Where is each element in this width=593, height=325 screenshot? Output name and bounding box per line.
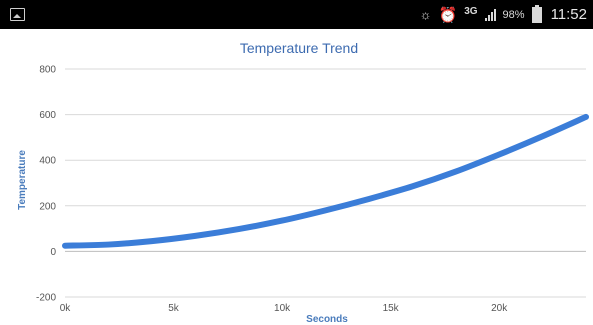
grid-lines (65, 68, 586, 298)
x-tick-label: 15k (383, 303, 400, 314)
status-icons: ☼ ⏰ 3G 98% 11:52 (420, 0, 587, 29)
temperature-series-line (62, 113, 589, 249)
x-tick-label: 10k (274, 303, 291, 314)
x-tick-label: 0k (60, 303, 72, 314)
x-axis-label: Seconds (306, 314, 348, 325)
alarm-icon: ⏰ (438, 6, 458, 24)
network-type-label: 3G (464, 6, 478, 17)
x-tick-label: 20k (491, 303, 508, 314)
picture-icon (10, 8, 25, 21)
y-tick-labels: -200 0 200 400 600 800 (36, 65, 56, 304)
series-layer (62, 113, 589, 249)
x-tick-labels: 0k 5k 10k 15k 20k (60, 303, 509, 314)
y-tick-label: 0 (50, 247, 56, 258)
status-bar: ☼ ⏰ 3G 98% 11:52 (0, 0, 593, 29)
battery-icon (531, 4, 542, 23)
signal-icon (484, 8, 496, 21)
clock-time: 11:52 (550, 6, 587, 23)
y-tick-label: 600 (39, 110, 56, 121)
y-axis-label: Temperature (17, 150, 28, 210)
y-tick-label: 200 (39, 201, 56, 212)
chart-title: Temperature Trend (240, 40, 358, 56)
x-tick-label: 5k (168, 303, 180, 314)
y-tick-label: 400 (39, 156, 56, 167)
y-tick-label: -200 (36, 293, 56, 304)
temperature-chart: Temperature Trend -200 0 200 400 600 800 0k 5k… (17, 40, 589, 325)
battery-percent: 98% (502, 8, 525, 21)
y-tick-label: 800 (39, 65, 56, 76)
eye-icon: ☼ (419, 7, 432, 22)
